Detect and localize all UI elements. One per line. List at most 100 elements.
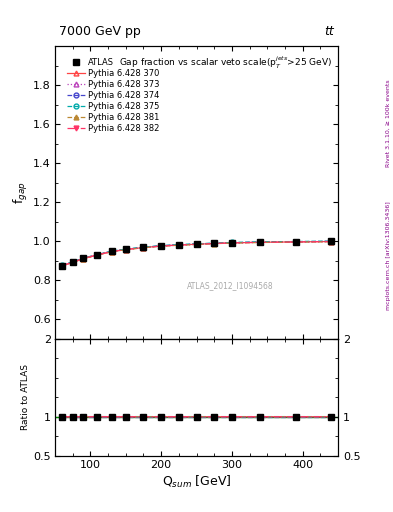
Pythia 6.428 370	[230, 240, 234, 246]
Pythia 6.428 375	[176, 242, 181, 248]
Pythia 6.428 374	[212, 240, 217, 246]
Pythia 6.428 381	[109, 249, 114, 255]
Pythia 6.428 375	[159, 243, 163, 249]
Pythia 6.428 381	[141, 245, 146, 251]
Pythia 6.428 381	[258, 240, 263, 246]
Line: Pythia 6.428 373: Pythia 6.428 373	[60, 239, 333, 268]
Pythia 6.428 373	[258, 239, 263, 245]
Line: Pythia 6.428 370: Pythia 6.428 370	[60, 239, 333, 268]
Pythia 6.428 375	[70, 259, 75, 265]
Pythia 6.428 382	[258, 239, 263, 245]
Pythia 6.428 374	[60, 263, 64, 269]
Text: mcplots.cern.ch [arXiv:1306.3436]: mcplots.cern.ch [arXiv:1306.3436]	[386, 202, 391, 310]
Pythia 6.428 375	[141, 244, 146, 250]
Pythia 6.428 382	[109, 248, 114, 254]
Line: Pythia 6.428 374: Pythia 6.428 374	[60, 239, 333, 268]
Pythia 6.428 381	[329, 239, 333, 245]
Pythia 6.428 382	[230, 240, 234, 246]
Pythia 6.428 381	[176, 242, 181, 248]
Pythia 6.428 374	[258, 239, 263, 245]
Pythia 6.428 382	[95, 252, 100, 258]
Pythia 6.428 373	[81, 255, 86, 262]
Pythia 6.428 370	[212, 241, 217, 247]
Pythia 6.428 375	[258, 239, 263, 245]
Pythia 6.428 382	[212, 241, 217, 247]
Pythia 6.428 381	[70, 259, 75, 265]
Text: tt: tt	[324, 26, 334, 38]
Pythia 6.428 382	[329, 239, 333, 245]
Pythia 6.428 373	[212, 241, 217, 247]
Pythia 6.428 375	[194, 241, 199, 247]
Pythia 6.428 374	[109, 248, 114, 254]
Pythia 6.428 373	[60, 263, 64, 269]
Pythia 6.428 374	[329, 238, 333, 244]
Pythia 6.428 370	[123, 246, 128, 252]
Pythia 6.428 381	[293, 239, 298, 245]
Pythia 6.428 374	[293, 239, 298, 245]
Pythia 6.428 381	[230, 240, 234, 246]
Pythia 6.428 370	[95, 252, 100, 258]
Pythia 6.428 374	[230, 240, 234, 246]
Pythia 6.428 370	[293, 239, 298, 245]
Pythia 6.428 382	[293, 239, 298, 245]
Pythia 6.428 370	[176, 242, 181, 248]
Pythia 6.428 370	[70, 259, 75, 265]
Pythia 6.428 373	[194, 241, 199, 247]
Pythia 6.428 370	[60, 263, 64, 269]
Pythia 6.428 375	[60, 262, 64, 268]
Pythia 6.428 370	[109, 249, 114, 255]
Text: Gap fraction vs scalar veto scale(p$_T^{jets}$>25 GeV): Gap fraction vs scalar veto scale(p$_T^{…	[119, 55, 332, 71]
Pythia 6.428 370	[141, 245, 146, 251]
Pythia 6.428 382	[81, 255, 86, 262]
Pythia 6.428 370	[329, 239, 333, 245]
Pythia 6.428 375	[212, 240, 217, 246]
Line: Pythia 6.428 382: Pythia 6.428 382	[60, 239, 333, 268]
X-axis label: Q$_{sum}$ [GeV]: Q$_{sum}$ [GeV]	[162, 474, 231, 490]
Pythia 6.428 374	[95, 252, 100, 258]
Pythia 6.428 373	[70, 259, 75, 265]
Pythia 6.428 381	[159, 243, 163, 249]
Pythia 6.428 374	[159, 243, 163, 249]
Pythia 6.428 370	[159, 243, 163, 249]
Pythia 6.428 375	[81, 255, 86, 261]
Pythia 6.428 373	[109, 248, 114, 254]
Pythia 6.428 381	[123, 247, 128, 253]
Pythia 6.428 382	[176, 242, 181, 248]
Pythia 6.428 375	[123, 246, 128, 252]
Pythia 6.428 374	[81, 255, 86, 261]
Pythia 6.428 373	[230, 240, 234, 246]
Pythia 6.428 382	[194, 241, 199, 247]
Pythia 6.428 381	[194, 241, 199, 247]
Pythia 6.428 373	[141, 245, 146, 251]
Pythia 6.428 375	[95, 251, 100, 258]
Text: 7000 GeV pp: 7000 GeV pp	[59, 26, 141, 38]
Pythia 6.428 374	[194, 241, 199, 247]
Pythia 6.428 382	[70, 259, 75, 265]
Pythia 6.428 370	[81, 255, 86, 262]
Pythia 6.428 382	[159, 243, 163, 249]
Pythia 6.428 374	[176, 242, 181, 248]
Text: Rivet 3.1.10, ≥ 100k events: Rivet 3.1.10, ≥ 100k events	[386, 79, 391, 167]
Pythia 6.428 370	[194, 241, 199, 247]
Pythia 6.428 373	[329, 239, 333, 245]
Text: ATLAS_2012_I1094568: ATLAS_2012_I1094568	[187, 282, 274, 290]
Pythia 6.428 374	[141, 244, 146, 250]
Pythia 6.428 382	[123, 246, 128, 252]
Pythia 6.428 375	[109, 248, 114, 254]
Pythia 6.428 381	[60, 263, 64, 269]
Y-axis label: Ratio to ATLAS: Ratio to ATLAS	[22, 364, 30, 430]
Line: Pythia 6.428 375: Pythia 6.428 375	[60, 239, 333, 268]
Pythia 6.428 373	[159, 243, 163, 249]
Pythia 6.428 375	[293, 239, 298, 245]
Pythia 6.428 373	[123, 246, 128, 252]
Pythia 6.428 381	[81, 255, 86, 262]
Pythia 6.428 375	[329, 238, 333, 244]
Y-axis label: f$_{gap}$: f$_{gap}$	[12, 181, 30, 204]
Pythia 6.428 381	[212, 241, 217, 247]
Pythia 6.428 382	[60, 263, 64, 269]
Pythia 6.428 373	[176, 242, 181, 248]
Pythia 6.428 375	[230, 240, 234, 246]
Pythia 6.428 374	[123, 246, 128, 252]
Pythia 6.428 373	[95, 252, 100, 258]
Pythia 6.428 370	[258, 239, 263, 245]
